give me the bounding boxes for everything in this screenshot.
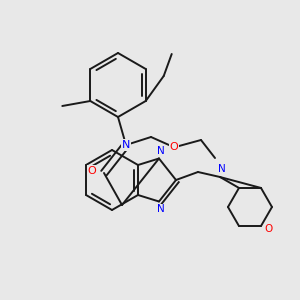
Text: O: O — [265, 224, 273, 234]
Text: O: O — [88, 166, 96, 176]
Text: N: N — [157, 205, 165, 214]
Text: O: O — [169, 142, 178, 152]
Text: N: N — [218, 164, 226, 174]
Text: N: N — [122, 140, 130, 150]
Text: N: N — [157, 146, 165, 155]
